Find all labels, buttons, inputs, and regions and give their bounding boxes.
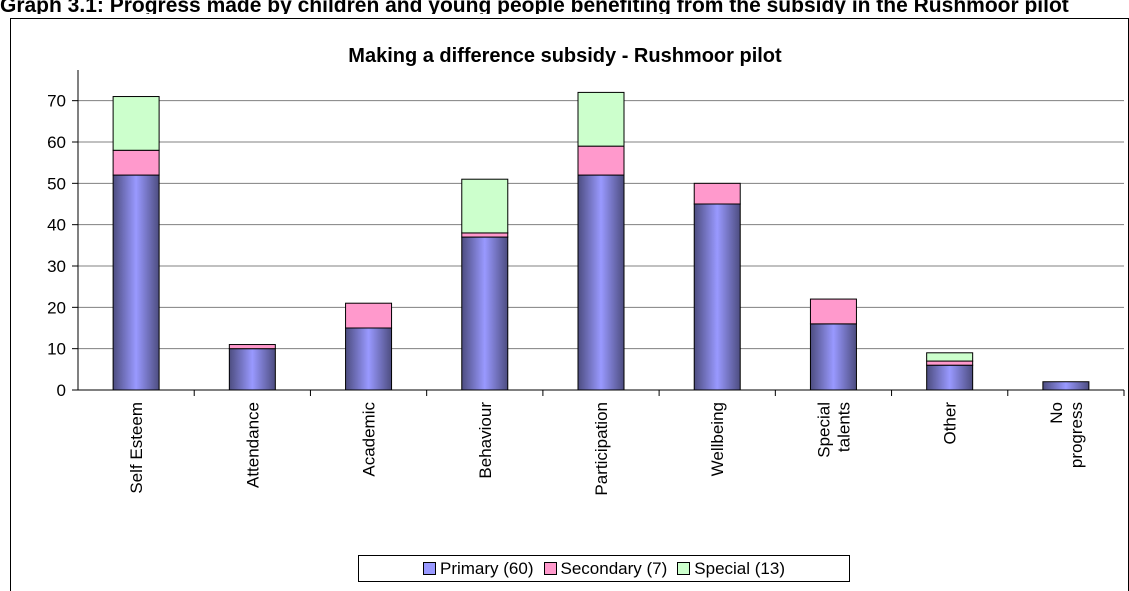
bar-segment <box>926 360 974 366</box>
x-tick-label-line: Behaviour <box>476 402 495 479</box>
bar-segment <box>577 174 625 391</box>
bar-segment <box>577 145 625 176</box>
bar-segment <box>345 327 393 391</box>
legend-label-primary: Primary (60) <box>439 558 534 578</box>
x-tick-label: Special talents <box>814 402 853 458</box>
x-tick-label: Academic <box>360 402 379 477</box>
bar-segment <box>112 96 160 151</box>
x-tick-label: Wellbeing <box>708 402 727 476</box>
y-tick-label: 40 <box>47 216 66 235</box>
legend-item-primary: Primary (60) <box>422 558 534 579</box>
y-tick-label: 20 <box>47 298 66 317</box>
bar-segment <box>926 352 974 362</box>
legend-swatch-primary <box>422 562 436 575</box>
x-tick-label: No progress <box>1047 402 1086 468</box>
legend-swatch-special <box>677 562 691 575</box>
bar-segment <box>228 348 276 391</box>
x-tick-label-line: No <box>1047 402 1066 424</box>
y-tick-label: 10 <box>47 340 66 359</box>
tick-labels: 0 10 20 30 40 50 60 70 Self Esteem Attendance Acad… <box>47 92 1086 496</box>
x-tick-label: Behaviour <box>476 402 495 479</box>
x-tick-label-line: Other <box>941 402 960 445</box>
y-tick-label: 50 <box>47 174 66 193</box>
x-tick-label: Attendance <box>243 402 262 488</box>
x-tick-label-line: Academic <box>360 402 379 477</box>
x-tick-label-line: Special <box>814 402 833 458</box>
bar-segment <box>461 236 509 391</box>
x-tick-label-line: Wellbeing <box>708 402 727 476</box>
legend-label-secondary: Secondary (7) <box>560 558 668 578</box>
legend-item-special: Special (13) <box>677 559 785 579</box>
x-tick-label: Self Esteem <box>127 402 146 494</box>
bar-segment <box>461 232 509 238</box>
x-tick-label: Participation <box>592 402 611 496</box>
bar-segment <box>693 182 741 205</box>
bar-segment <box>809 298 857 325</box>
chart-title: Making a difference subsidy - Rushmoor p… <box>348 45 782 67</box>
bar-segment <box>461 178 509 234</box>
legend-swatch-secondary <box>543 562 557 575</box>
bars <box>112 91 1090 391</box>
bar-segment <box>345 302 393 329</box>
x-tick-label-line: Participation <box>592 402 611 496</box>
bar-segment <box>693 203 741 391</box>
legend-label-special: Special (13) <box>694 558 785 578</box>
axes <box>72 70 1125 396</box>
legend: Primary (60) Secondary (7) Special (13) <box>358 555 850 582</box>
y-tick-label: 60 <box>47 133 66 152</box>
y-tick-label: 30 <box>47 257 66 276</box>
legend-item-secondary: Secondary (7) <box>543 558 668 579</box>
bar-segment <box>926 364 974 391</box>
x-tick-label-line: Self Esteem <box>127 402 146 494</box>
x-tick-label-line: Attendance <box>243 402 262 488</box>
y-tick-label: 70 <box>47 92 66 111</box>
x-tick-label-line: talents <box>834 402 853 452</box>
x-tick-label: Other <box>941 402 960 445</box>
bar-segment <box>228 344 276 350</box>
bar-segment <box>809 323 857 391</box>
bar-segment <box>112 174 160 391</box>
y-tick-label: 0 <box>57 381 66 400</box>
x-tick-label-line: progress <box>1067 402 1086 468</box>
bar-segment <box>577 91 625 147</box>
bar-segment <box>112 149 160 176</box>
page-heading: Graph 3.1: Progress made by children and… <box>0 0 1069 14</box>
bar-segment <box>1042 381 1090 391</box>
